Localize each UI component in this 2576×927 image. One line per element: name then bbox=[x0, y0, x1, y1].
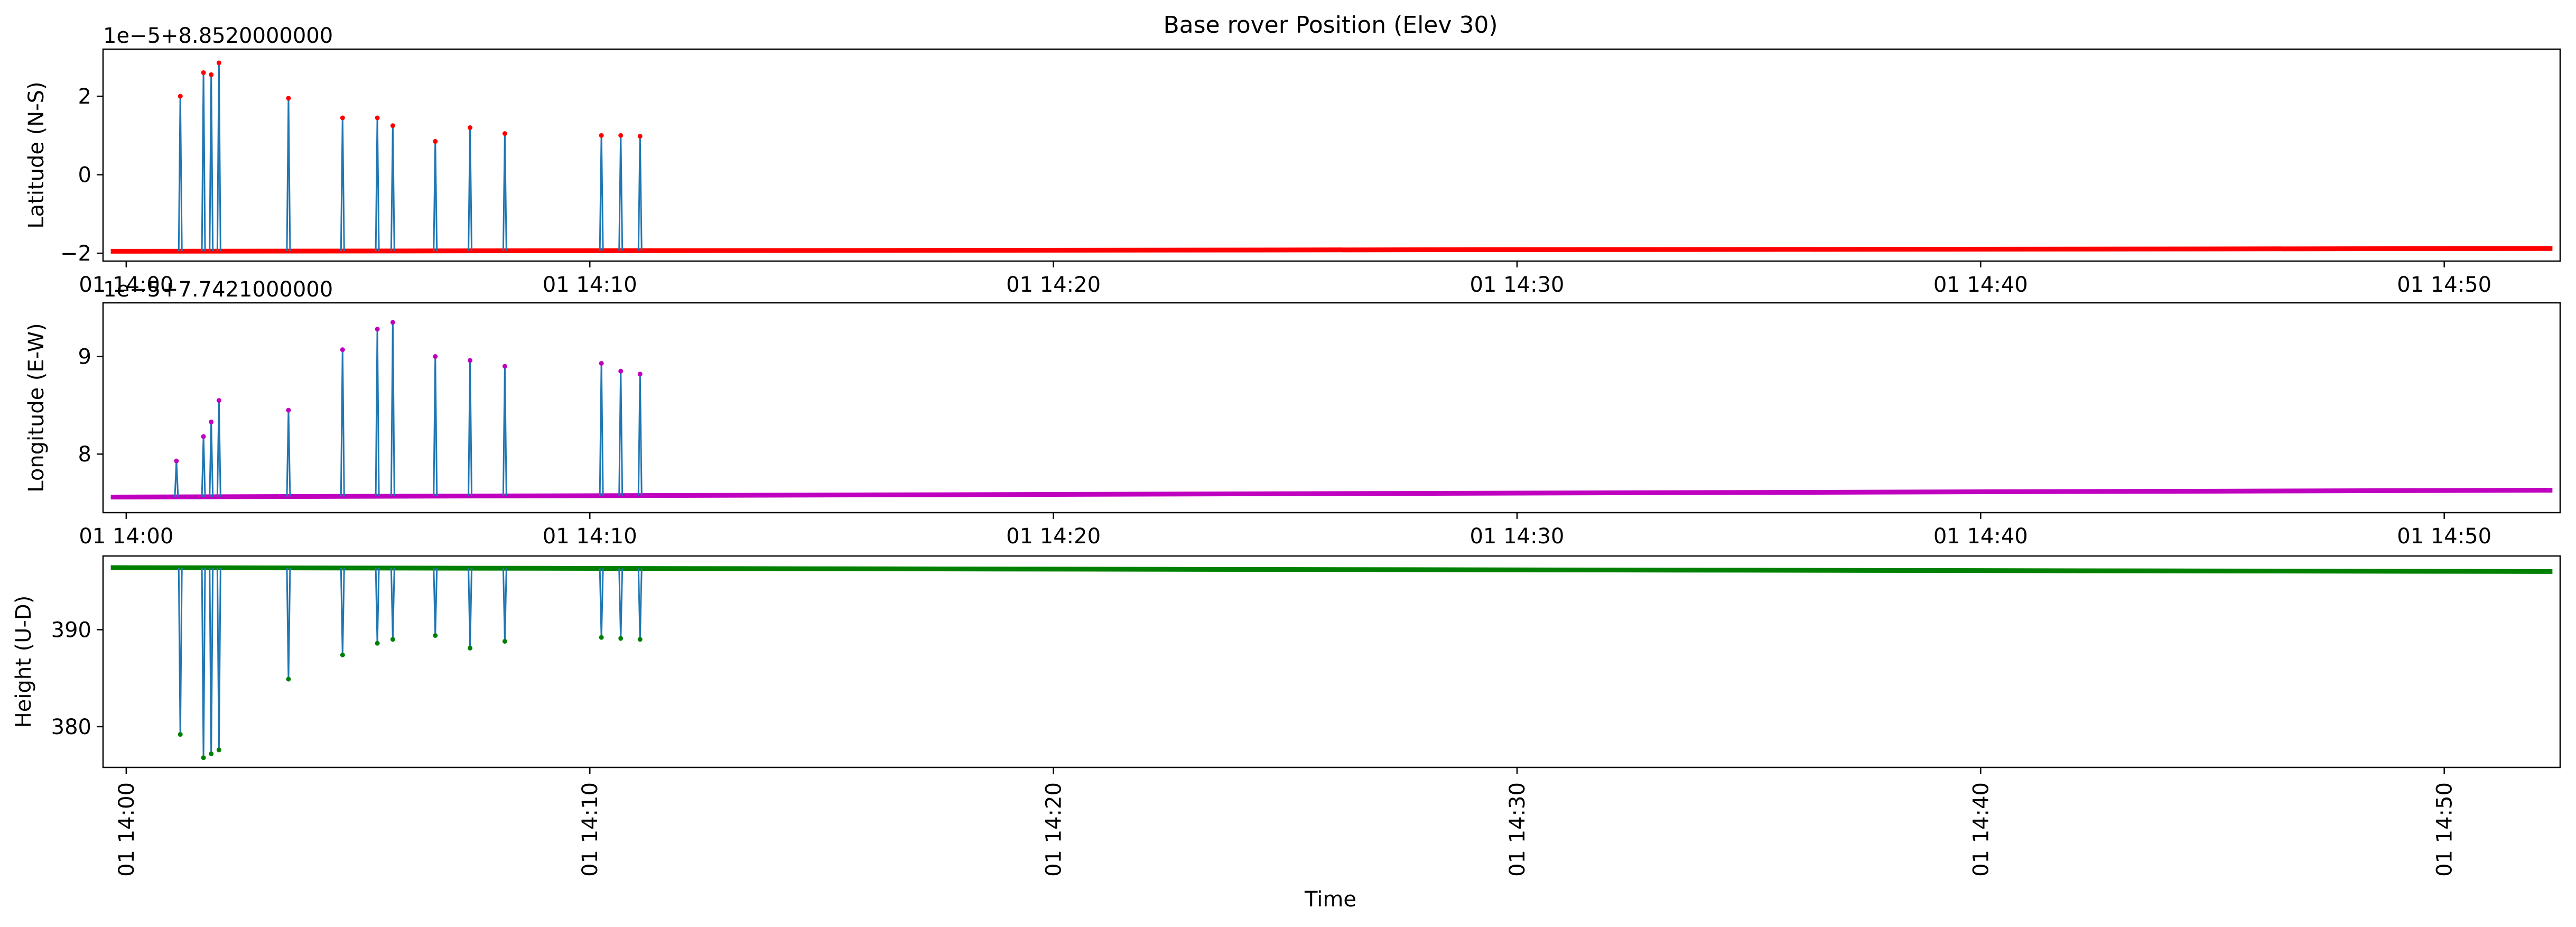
y-tick-label: 9 bbox=[78, 345, 91, 369]
x-tick-label: 01 14:20 bbox=[1006, 273, 1101, 297]
baseline-trace bbox=[110, 246, 2553, 254]
spike-point bbox=[209, 419, 214, 424]
y-tick-label: −2 bbox=[60, 242, 91, 266]
spike-point bbox=[286, 96, 291, 101]
x-tick-label: 01 14:10 bbox=[543, 273, 637, 297]
spike-point bbox=[286, 676, 291, 682]
spike-point bbox=[618, 368, 624, 374]
subplot-2: 8 9 01 14:00 01 14:10 01 14:20 01 14:30 01 14:… bbox=[24, 277, 2561, 549]
spike-point bbox=[375, 115, 380, 120]
chart-title: Base rover Position (Elev 30) bbox=[1163, 12, 1498, 39]
spike-point bbox=[201, 755, 206, 761]
spike-point bbox=[637, 372, 643, 377]
x-tick-label: 01 14:00 bbox=[79, 524, 173, 549]
x-tick-label: 01 14:00 bbox=[79, 273, 173, 297]
x-tick-label: 01 14:50 bbox=[2433, 782, 2457, 877]
spike-point bbox=[209, 751, 214, 756]
spike-point bbox=[178, 94, 183, 99]
x-tick-label: 01 14:40 bbox=[1933, 273, 2028, 297]
spike-point bbox=[502, 131, 507, 136]
spike-point bbox=[599, 635, 604, 640]
x-tick-label: 01 14:00 bbox=[115, 782, 139, 877]
spike-point bbox=[599, 133, 604, 138]
baseline-trace bbox=[110, 488, 2553, 499]
x-tick-label: 01 14:30 bbox=[1470, 524, 1564, 549]
spike-point bbox=[618, 636, 624, 641]
spike-point bbox=[433, 633, 438, 638]
spike-point bbox=[637, 134, 643, 139]
x-tick-label: 01 14:50 bbox=[2397, 524, 2491, 549]
spike-point bbox=[599, 360, 604, 366]
spike-point bbox=[433, 354, 438, 359]
x-tick-label: 01 14:20 bbox=[1006, 524, 1101, 549]
spike-point bbox=[468, 645, 473, 651]
spike-point bbox=[174, 458, 179, 464]
spike-point bbox=[390, 123, 395, 128]
subplot-1: −2 0 2 01 14:00 01 14:10 01 14:20 01 14:30 01 1… bbox=[24, 24, 2561, 297]
spike-point bbox=[502, 364, 507, 369]
y-offset-label: 1e−5+7.7421000000 bbox=[103, 277, 333, 302]
x-tick-label: 01 14:30 bbox=[1470, 273, 1564, 297]
subplot-3: 380 390 01 14:00 01 14:10 01 14:20 01 14:30 01… bbox=[12, 555, 2561, 877]
baseline-trace bbox=[110, 565, 2553, 574]
spike-point bbox=[201, 434, 206, 439]
y-tick-label: 380 bbox=[51, 715, 91, 739]
x-tick-label: 01 14:20 bbox=[1042, 782, 1066, 877]
spike-point bbox=[618, 133, 624, 138]
spike-point bbox=[178, 732, 183, 737]
subplots: −2 0 2 01 14:00 01 14:10 01 14:20 01 14:30 01 1… bbox=[12, 24, 2561, 877]
spike-point bbox=[340, 347, 345, 353]
spike-point bbox=[340, 115, 345, 120]
y-tick-label: 8 bbox=[78, 442, 91, 467]
y-tick-label: 0 bbox=[78, 163, 91, 188]
x-tick-label: 01 14:50 bbox=[2397, 273, 2491, 297]
spike-point bbox=[375, 327, 380, 332]
spike-point bbox=[433, 139, 438, 144]
y-tick-label: 2 bbox=[78, 85, 91, 109]
spike-point bbox=[216, 60, 221, 66]
y-offset-label: 1e−5+8.8520000000 bbox=[103, 24, 333, 48]
spike-point bbox=[468, 358, 473, 363]
axes-frame bbox=[102, 555, 2561, 768]
spike-point bbox=[216, 398, 221, 403]
y-tick-label: 390 bbox=[51, 618, 91, 642]
spike-point bbox=[216, 747, 221, 753]
spike-point bbox=[286, 407, 291, 413]
y-axis-label: Longitude (E-W) bbox=[24, 323, 49, 493]
spike-point bbox=[201, 70, 206, 76]
x-tick-label: 01 14:30 bbox=[1505, 782, 1530, 877]
x-tick-label: 01 14:40 bbox=[1933, 524, 2028, 549]
spike-point bbox=[390, 320, 395, 325]
spike-point bbox=[637, 637, 643, 642]
x-tick-label: 01 14:10 bbox=[578, 782, 602, 877]
x-tick-label: 01 14:10 bbox=[543, 524, 637, 549]
x-tick-label: 01 14:40 bbox=[1969, 782, 1993, 877]
spike-point bbox=[375, 641, 380, 646]
spike-point bbox=[340, 652, 345, 657]
spike-point bbox=[468, 125, 473, 131]
spike-point bbox=[390, 637, 395, 642]
axes-frame bbox=[102, 48, 2561, 262]
spike-point bbox=[209, 72, 214, 77]
axes-frame bbox=[102, 302, 2561, 514]
spike-point bbox=[502, 638, 507, 644]
y-axis-label: Latitude (N-S) bbox=[24, 81, 49, 228]
x-axis-label: Time bbox=[1304, 887, 1356, 912]
y-axis-label: Height (U-D) bbox=[12, 596, 36, 728]
